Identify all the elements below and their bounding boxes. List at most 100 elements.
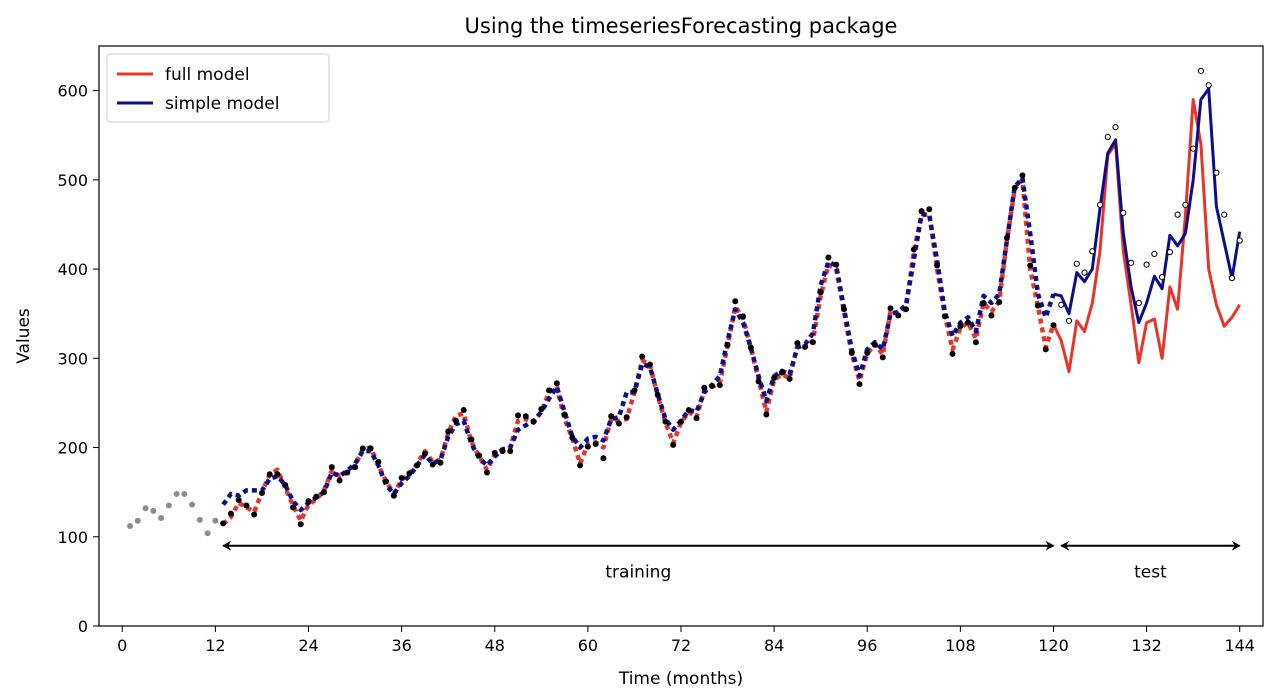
training-point bbox=[367, 445, 374, 452]
training-point bbox=[1011, 184, 1018, 191]
test-point bbox=[1159, 274, 1166, 281]
training-point bbox=[359, 445, 366, 452]
warmup-point bbox=[181, 490, 188, 497]
x-tick-label: 60 bbox=[578, 636, 598, 655]
training-point bbox=[918, 208, 925, 215]
training-point bbox=[1027, 262, 1034, 269]
test-point bbox=[1143, 261, 1150, 268]
test-point bbox=[1127, 259, 1135, 266]
full-model-test-line bbox=[1052, 98, 1241, 374]
training-label: training bbox=[605, 563, 671, 583]
simple-model-training-line bbox=[221, 175, 1056, 513]
training-point bbox=[390, 492, 397, 499]
training-point bbox=[980, 299, 987, 306]
legend-label-simple-model: simple model bbox=[165, 94, 279, 114]
test-point bbox=[1236, 237, 1243, 244]
test-label: test bbox=[1134, 563, 1167, 583]
x-tick-label: 48 bbox=[485, 636, 505, 655]
training-point bbox=[336, 477, 343, 484]
axes: 0 12 24 36 48 60 72 84 96 108 120 132 144 0 100 200 300 4… bbox=[57, 82, 1255, 655]
x-tick-label: 120 bbox=[1038, 636, 1069, 655]
training-point bbox=[685, 407, 692, 414]
training-point bbox=[864, 349, 871, 356]
training-point bbox=[429, 461, 436, 468]
training-point bbox=[840, 306, 847, 313]
training-point bbox=[251, 511, 258, 518]
training-point bbox=[328, 464, 335, 471]
training-point bbox=[297, 521, 304, 528]
x-tick-label: 84 bbox=[764, 636, 784, 655]
training-point bbox=[639, 353, 646, 360]
training-point bbox=[491, 449, 498, 456]
warmup-point bbox=[165, 502, 172, 509]
training-point bbox=[763, 411, 770, 418]
warmup-point bbox=[212, 517, 219, 524]
test-point bbox=[1221, 211, 1228, 218]
test-point bbox=[1182, 201, 1189, 208]
training-point bbox=[949, 350, 956, 357]
training-point bbox=[227, 510, 234, 517]
training-point bbox=[484, 469, 490, 476]
training-point bbox=[468, 436, 475, 443]
training-point bbox=[499, 448, 506, 455]
x-tick-label: 72 bbox=[671, 636, 691, 655]
chart-title: Using the timeseriesForecasting package bbox=[465, 14, 898, 38]
warmup-point bbox=[134, 517, 141, 524]
training-point bbox=[608, 413, 615, 420]
y-tick-label: 0 bbox=[78, 617, 88, 636]
training-point bbox=[996, 299, 1003, 306]
y-tick-label: 600 bbox=[57, 82, 88, 101]
training-point bbox=[600, 455, 607, 462]
training-point bbox=[592, 440, 599, 447]
training-point bbox=[1003, 234, 1010, 241]
x-axis-title: Time (months) bbox=[618, 669, 743, 689]
training-point bbox=[631, 387, 638, 394]
training-point bbox=[701, 384, 708, 391]
y-tick-label: 300 bbox=[57, 349, 88, 368]
x-tick-label: 144 bbox=[1224, 636, 1255, 655]
training-point bbox=[709, 382, 716, 389]
training-point bbox=[507, 448, 514, 455]
test-point bbox=[1073, 260, 1080, 267]
training-point bbox=[732, 298, 739, 305]
training-point bbox=[577, 462, 584, 469]
training-point bbox=[662, 418, 669, 425]
training-point bbox=[546, 387, 553, 394]
training-point bbox=[887, 305, 894, 312]
x-tick-label: 12 bbox=[205, 636, 225, 655]
legend: full model simple model bbox=[106, 53, 330, 123]
warmup-point bbox=[196, 516, 203, 523]
test-point bbox=[1213, 169, 1220, 176]
training-point bbox=[848, 349, 855, 356]
plot-area: training test bbox=[127, 67, 1243, 583]
training-point bbox=[926, 206, 933, 213]
training-point bbox=[934, 262, 941, 269]
training-point bbox=[553, 380, 560, 387]
x-tick-label: 96 bbox=[857, 636, 877, 655]
training-point bbox=[383, 478, 390, 485]
training-point bbox=[794, 340, 801, 347]
training-point bbox=[957, 323, 964, 330]
training-point bbox=[406, 470, 413, 477]
training-point bbox=[654, 391, 661, 398]
training-point bbox=[321, 489, 328, 496]
training-point bbox=[817, 289, 824, 296]
test-point bbox=[1151, 250, 1158, 258]
training-point bbox=[879, 354, 886, 361]
y-tick-label: 100 bbox=[57, 528, 88, 547]
training-point bbox=[747, 344, 754, 351]
test-point bbox=[1174, 211, 1181, 218]
training-point bbox=[910, 246, 917, 253]
training-point bbox=[615, 420, 622, 427]
warmup-point bbox=[204, 530, 211, 537]
warmup-point bbox=[127, 523, 134, 530]
training-point bbox=[941, 313, 948, 320]
training-point bbox=[414, 462, 421, 469]
test-point bbox=[1135, 299, 1142, 307]
legend-label-full-model: full model bbox=[165, 65, 250, 85]
test-point bbox=[1065, 317, 1073, 324]
simple-model-test-line bbox=[1053, 87, 1242, 325]
x-tick-label: 0 bbox=[117, 636, 127, 655]
training-point bbox=[988, 312, 995, 319]
